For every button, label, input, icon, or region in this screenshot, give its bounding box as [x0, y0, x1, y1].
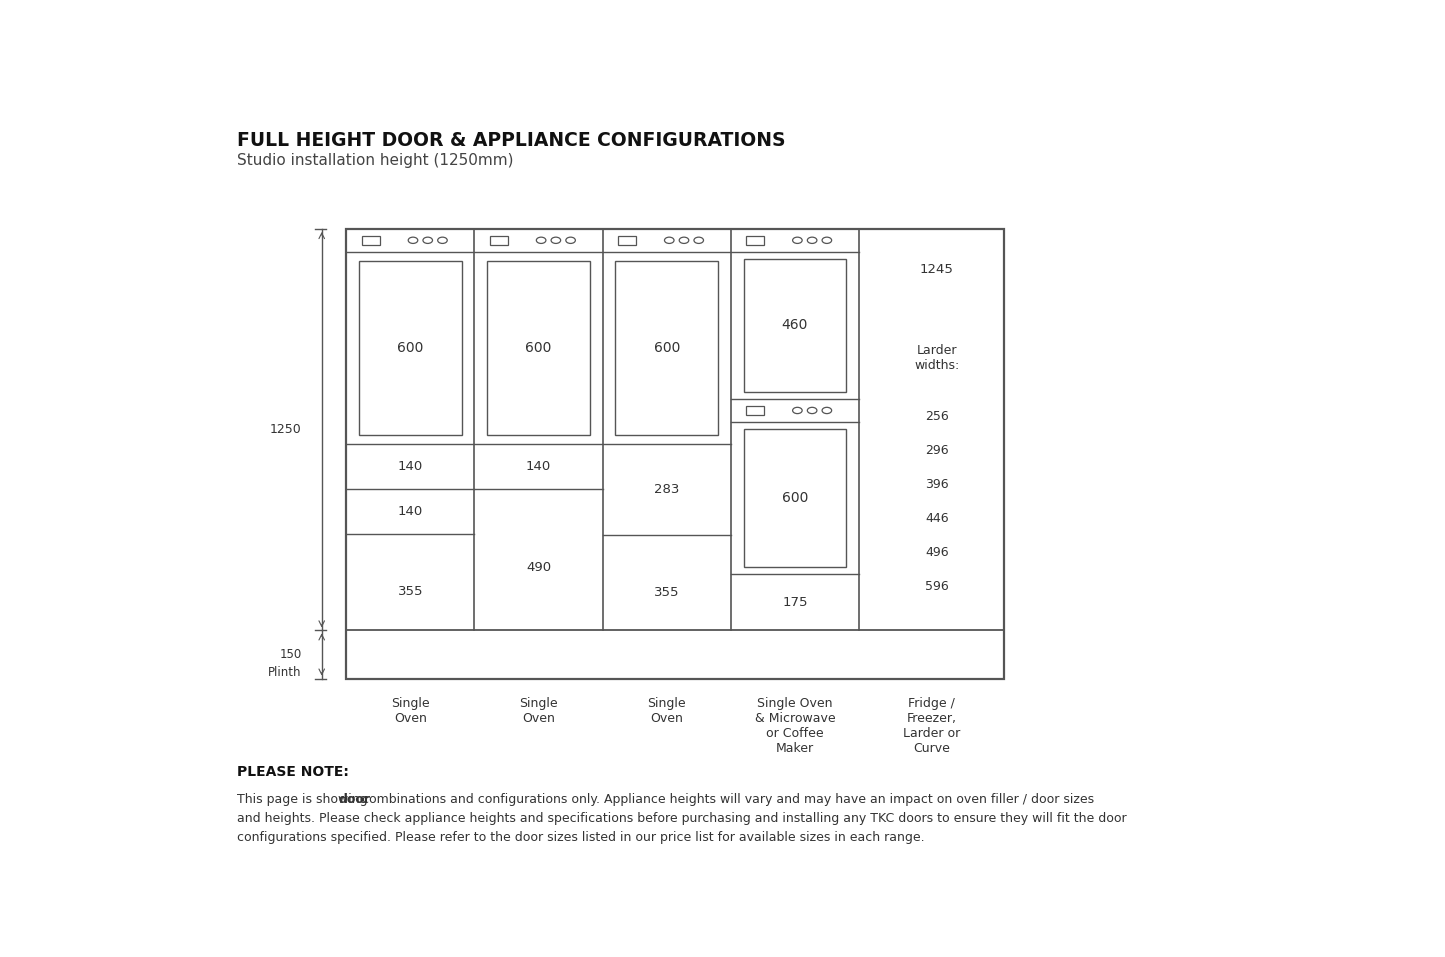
Text: configurations specified. Please refer to the door sizes listed in our price lis: configurations specified. Please refer t…	[237, 831, 925, 844]
Text: PLEASE NOTE:: PLEASE NOTE:	[237, 765, 348, 779]
Text: 596: 596	[925, 580, 949, 593]
Bar	[746, 236, 764, 245]
Bar	[347, 229, 1004, 679]
Bar	[490, 236, 507, 245]
Bar	[744, 430, 847, 567]
Text: combinations and configurations only. Appliance heights will vary and may have a: combinations and configurations only. Ap…	[358, 792, 1094, 806]
Text: and heights. Please check appliance heights and specifications before purchasing: and heights. Please check appliance heig…	[237, 812, 1126, 825]
Text: This page is showing: This page is showing	[237, 792, 371, 806]
Text: 600: 600	[526, 341, 552, 355]
Text: 1250: 1250	[270, 423, 302, 436]
Bar	[618, 236, 636, 245]
Bar	[360, 261, 462, 434]
Text: Plinth: Plinth	[269, 666, 302, 679]
Text: 355: 355	[397, 585, 423, 597]
Text: door: door	[340, 792, 371, 806]
Text: Single
Oven: Single Oven	[647, 697, 686, 725]
Text: 140: 140	[526, 460, 551, 473]
Text: 175: 175	[782, 596, 808, 609]
Text: 150: 150	[279, 648, 302, 661]
Text: Single
Oven: Single Oven	[392, 697, 429, 725]
Bar	[746, 406, 764, 414]
Bar	[487, 261, 590, 434]
Text: 446: 446	[925, 512, 949, 525]
Bar	[616, 261, 718, 434]
Text: Fridge /
Freezer,
Larder or
Curve: Fridge / Freezer, Larder or Curve	[903, 697, 959, 755]
Text: Studio installation height (1250mm): Studio installation height (1250mm)	[237, 153, 513, 168]
Text: Larder
widths:: Larder widths:	[915, 344, 959, 372]
Text: 490: 490	[526, 562, 551, 574]
Text: Single Oven
& Microwave
or Coffee
Maker: Single Oven & Microwave or Coffee Maker	[754, 697, 835, 755]
Text: FULL HEIGHT DOOR & APPLIANCE CONFIGURATIONS: FULL HEIGHT DOOR & APPLIANCE CONFIGURATI…	[237, 131, 785, 150]
Text: 396: 396	[925, 478, 949, 491]
Text: 256: 256	[925, 411, 949, 423]
Text: 140: 140	[397, 460, 423, 473]
Text: 496: 496	[925, 546, 949, 559]
Text: 460: 460	[782, 319, 808, 332]
Text: 355: 355	[655, 586, 679, 598]
Text: 1245: 1245	[920, 263, 954, 276]
Text: 600: 600	[397, 341, 423, 355]
Text: 296: 296	[925, 444, 949, 457]
Text: 600: 600	[782, 491, 808, 505]
Text: 600: 600	[653, 341, 681, 355]
Text: 140: 140	[397, 505, 423, 518]
Text: 283: 283	[655, 483, 679, 496]
Bar	[744, 259, 847, 391]
Text: Single
Oven: Single Oven	[519, 697, 558, 725]
Bar	[361, 236, 380, 245]
